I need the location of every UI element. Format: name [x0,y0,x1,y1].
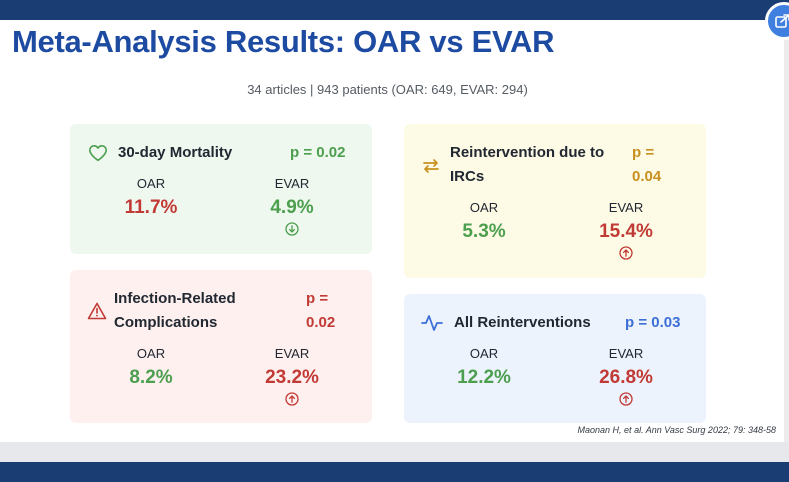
mortality-evar-value: 4.9% [270,197,314,218]
slide-subtitle: 34 articles | 943 patients (OAR: 649, EV… [247,82,528,97]
all-reinterventions-oar-value: 12.2% [457,367,511,388]
infection-card: Infection-Related Complications p = 0.02… [70,270,372,423]
slide-title: Meta-Analysis Results: OAR vs EVAR [12,24,555,59]
all-reinterventions-p-value: p = 0.03 [625,314,681,331]
mortality-evar-label: EVAR [274,176,310,191]
arrow-up-circle-icon [285,392,299,406]
infection-oar-label: OAR [136,346,166,361]
all-reinterventions-title: All Reinterventions [454,314,591,331]
infection-p-label: p = [306,290,329,307]
reintervention-ircs-p-value: 0.04 [632,168,662,185]
top-frame-bar [0,0,789,20]
bottom-frame-bar [0,462,789,482]
share-button[interactable] [765,2,789,40]
reintervention-ircs-oar-label: OAR [469,200,499,215]
arrow-down-circle-icon [285,222,299,236]
all-reinterventions-evar-label: EVAR [608,346,644,361]
share-arrow-icon [775,14,789,28]
all-reinterventions-oar-label: OAR [469,346,499,361]
reintervention-ircs-card: Reintervention due to IRCs p = 0.04 OAR … [404,124,706,278]
bottom-gray-strip [0,442,789,462]
arrow-up-circle-icon [619,392,633,406]
reintervention-ircs-title-line1: Reintervention due to [450,144,605,161]
reintervention-ircs-p-label: p = [632,144,655,161]
mortality-p-value: p = 0.02 [290,144,346,161]
all-reinterventions-evar-value: 26.8% [599,367,653,388]
heart-icon [89,144,107,162]
warning-triangle-icon [87,302,107,320]
right-edge-strip [784,20,789,442]
mortality-oar-label: OAR [136,176,166,191]
mortality-oar-value: 11.7% [124,197,178,218]
arrow-up-circle-icon [619,246,633,260]
infection-oar-value: 8.2% [129,367,173,388]
reintervention-ircs-title-line2: IRCs [450,168,485,185]
citation: Maonan H, et al. Ann Vasc Surg 2022; 79:… [577,425,776,435]
infection-p-value: 0.02 [306,314,336,331]
infection-title-line1: Infection-Related [114,290,236,307]
infection-title-line2: Complications [114,314,218,331]
reintervention-ircs-evar-label: EVAR [608,200,644,215]
mortality-title: 30-day Mortality [118,144,233,161]
mortality-card: 30-day Mortality p = 0.02 OAR 11.7% EVAR… [70,124,372,254]
reintervention-ircs-oar-value: 5.3% [462,221,506,242]
infection-evar-label: EVAR [274,346,310,361]
pulse-icon [421,315,443,331]
reintervention-ircs-evar-value: 15.4% [599,221,653,242]
all-reinterventions-card: All Reinterventions p = 0.03 OAR 12.2% E… [404,294,706,423]
infection-evar-value: 23.2% [265,367,319,388]
swap-arrows-icon [423,159,439,173]
